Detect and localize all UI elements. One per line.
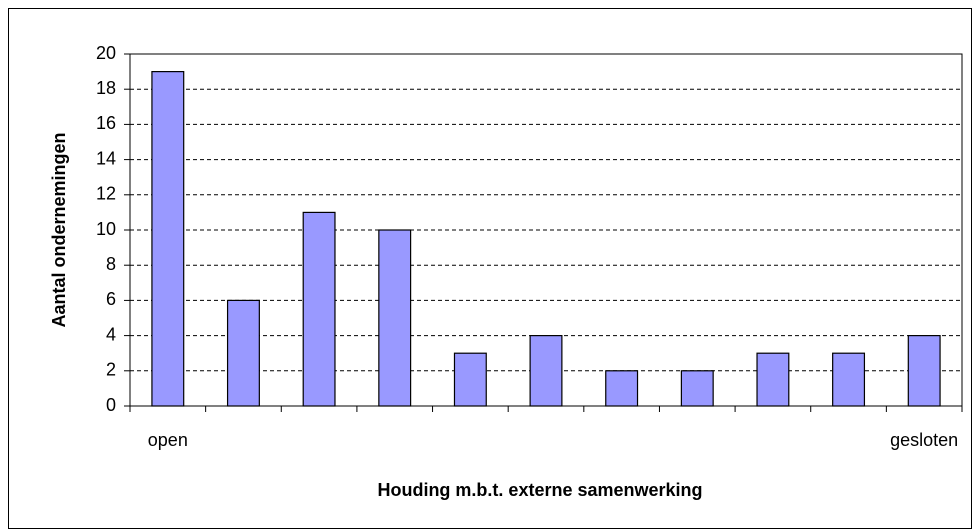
bar — [907, 335, 941, 407]
bar — [756, 352, 790, 407]
y-tick-label: 10 — [96, 219, 116, 239]
x-tick-label: open — [148, 430, 188, 450]
bar — [302, 211, 336, 407]
y-tick-label: 18 — [96, 78, 116, 98]
bar — [680, 370, 714, 407]
x-axis-label: Houding m.b.t. externe samenwerking — [377, 480, 702, 500]
y-tick-label: 14 — [96, 148, 116, 168]
bar — [151, 70, 185, 407]
y-tick-label: 0 — [106, 395, 116, 415]
y-tick-label: 6 — [106, 289, 116, 309]
bar — [226, 299, 260, 407]
y-tick-label: 2 — [106, 360, 116, 380]
bar — [529, 335, 563, 407]
bar — [453, 352, 487, 407]
y-tick-label: 4 — [106, 324, 116, 344]
bar — [378, 229, 412, 407]
y-tick-label: 12 — [96, 184, 116, 204]
x-tick-label: gesloten — [890, 430, 958, 450]
bar — [605, 370, 639, 407]
bar — [832, 352, 866, 407]
y-axis-label: Aantal ondernemingen — [49, 132, 69, 327]
y-tick-label: 16 — [96, 113, 116, 133]
y-tick-label: 8 — [106, 254, 116, 274]
y-tick-label: 20 — [96, 43, 116, 63]
